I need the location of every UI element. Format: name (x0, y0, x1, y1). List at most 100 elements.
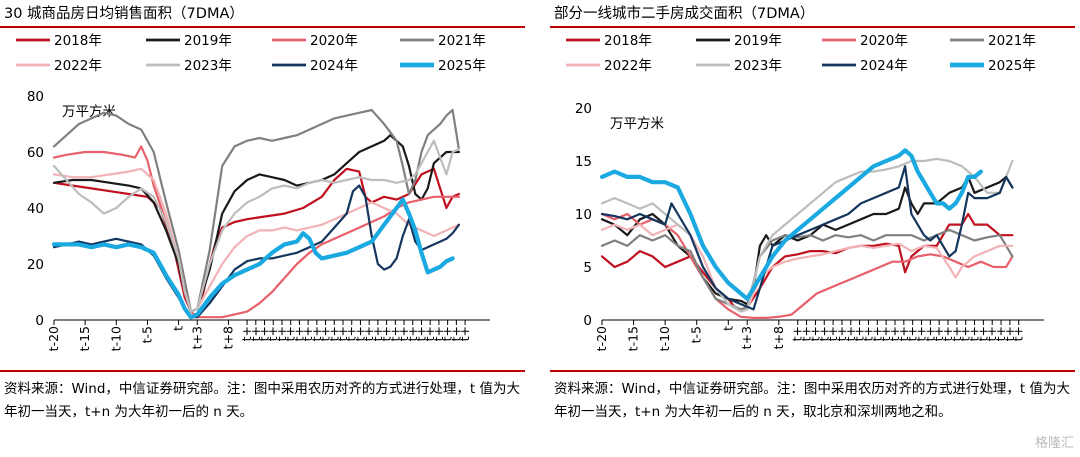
right-series-7 (599, 148, 983, 301)
right-xtick-28: t+ (975, 326, 990, 341)
left-xtick-1: t-15 (77, 326, 92, 351)
left-chart: 2018年 2019年 2020年 2021年 2022年 2023年 2024年 2025年… (16, 33, 490, 351)
left-legend-label-6: 2024年 (310, 58, 358, 74)
left-ytick-4: 80 (27, 89, 44, 105)
left-ytick-1: 20 (27, 257, 44, 273)
right-chart: 2018年 2019年 2020年 2021年 2022年 2023年 2024年 2025年… (566, 33, 1044, 351)
left-chart-title: 30 城商品房日均销售面积（7DMA） (4, 6, 244, 22)
left-xtick-24: t+ (387, 326, 402, 341)
left-title-rule (0, 26, 525, 28)
left-xtick-2: t-10 (108, 326, 123, 351)
right-legend-label-0: 2018年 (604, 33, 652, 49)
left-xtick-22: t+ (370, 326, 385, 341)
right-legend-label-3: 2021年 (988, 33, 1036, 49)
right-xtick-8: t+ (799, 326, 814, 341)
right-xtick-17: t+ (878, 326, 893, 341)
right-xtick-14: t+ (852, 326, 867, 341)
right-legend-label-1: 2019年 (734, 33, 782, 49)
left-xtick-20: t+ (352, 326, 367, 341)
left-xtick-30: t+ (440, 326, 455, 341)
left-xtick-11: t+ (274, 326, 289, 341)
right-xtick-9: t+ (807, 326, 822, 341)
left-legend-label-4: 2022年 (54, 58, 102, 74)
left-xtick-26: t+ (405, 326, 420, 341)
left-note-rule (0, 370, 525, 372)
right-xtick-32: t+ (1011, 326, 1026, 341)
left-legend-label-1: 2019年 (184, 33, 232, 49)
left-xtick-3: t-5 (139, 326, 154, 343)
left-xtick-4: t (171, 326, 186, 331)
right-xtick-13: t+ (843, 326, 858, 341)
right-series-1 (600, 175, 1014, 306)
right-series-2 (600, 212, 1014, 319)
right-xtick-31: t+ (1002, 326, 1017, 341)
left-xtick-9: t+ (257, 326, 272, 341)
watermark-logo: 格隆汇 (1034, 436, 1074, 451)
left-ytick-2: 40 (27, 201, 44, 217)
right-series-4 (600, 223, 1014, 313)
right-xtick-7: t+ (790, 326, 805, 341)
right-legend-label-4: 2022年 (604, 58, 652, 74)
left-legend-label-7: 2025年 (438, 58, 486, 74)
right-ytick-3: 15 (575, 154, 592, 170)
right-series-0 (600, 212, 1014, 311)
left-xtick-7: t+ (239, 326, 254, 341)
left-series-5 (52, 139, 460, 313)
left-xtick-6: t+8 (220, 326, 235, 349)
left-xtick-17: t+ (326, 326, 341, 341)
left-xtick-14: t+ (300, 326, 315, 341)
left-xtick-0: t-20 (46, 326, 61, 351)
right-xtick-12: t+ (834, 326, 849, 341)
right-xtick-18: t+ (887, 326, 902, 341)
left-xtick-8: t+ (248, 326, 263, 341)
right-xtick-1: t-15 (626, 326, 641, 351)
left-xtick-10: t+ (265, 326, 280, 341)
right-ytick-2: 10 (575, 207, 592, 223)
right-xtick-20: t+ (905, 326, 920, 341)
left-legend-label-2: 2020年 (310, 33, 358, 49)
right-xtick-10: t+ (816, 326, 831, 341)
left-series-2 (52, 145, 460, 319)
right-xtick-24: t+ (940, 326, 955, 341)
right-xtick-21: t+ (914, 326, 929, 341)
left-xtick-25: t+ (396, 326, 411, 341)
right-xtick-4: t (720, 326, 735, 331)
right-legend-label-6: 2024年 (860, 58, 908, 74)
right-xtick-3: t-5 (689, 326, 704, 343)
right-xtick-25: t+ (949, 326, 964, 341)
right-xtick-19: t+ (896, 326, 911, 341)
left-chart-note: 资料来源：Wind，中信证券研究部。注：图中采用农历对齐的方式进行处理，t 值为… (4, 381, 521, 420)
left-series-0 (52, 167, 460, 313)
right-xtick-26: t+ (958, 326, 973, 341)
right-title-rule (550, 26, 1075, 28)
left-xtick-16: t+ (318, 326, 333, 341)
left-series-7 (51, 197, 455, 320)
right-series-3 (600, 228, 1014, 311)
right-legend-label-5: 2023年 (734, 58, 782, 74)
right-chart-panel: 部分一线城市二手房成交面积（7DMA） 2018年 2019年 2020年 2021年… (550, 0, 1080, 457)
left-xtick-31: t+ (448, 326, 463, 341)
right-series-6 (600, 165, 1014, 311)
right-ytick-0: 0 (583, 313, 592, 329)
left-xtick-32: t+ (457, 326, 472, 341)
left-ytick-3: 60 (27, 145, 44, 161)
right-xtick-5: t+3 (739, 326, 754, 349)
right-xtick-11: t+ (825, 326, 840, 341)
right-note-rule (550, 370, 1075, 372)
left-xtick-21: t+ (361, 326, 376, 341)
right-xtick-6: t+8 (771, 326, 786, 349)
right-series-5 (600, 157, 1014, 313)
left-chart-panel: 30 城商品房日均销售面积（7DMA） 2018年 2019年 2020年 2021年… (0, 0, 530, 457)
right-xtick-27: t+ (967, 326, 982, 341)
right-xtick-30: t+ (993, 326, 1008, 341)
right-xtick-16: t+ (869, 326, 884, 341)
right-chart-title: 部分一线城市二手房成交面积（7DMA） (554, 6, 815, 22)
left-series-1 (52, 134, 460, 313)
right-xtick-0: t-20 (594, 326, 609, 351)
left-xtick-27: t+ (413, 326, 428, 341)
left-xtick-13: t+ (291, 326, 306, 341)
right-xtick-23: t+ (931, 326, 946, 341)
left-xtick-23: t+ (379, 326, 394, 341)
right-chart-note: 资料来源：Wind，中信证券研究部。注：图中采用农历对齐的方式进行处理，t 值为… (554, 381, 1071, 420)
left-xtick-15: t+ (309, 326, 324, 341)
